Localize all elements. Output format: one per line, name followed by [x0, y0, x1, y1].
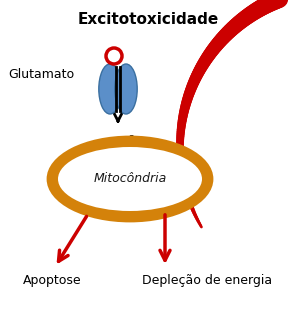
Text: Glutamato: Glutamato	[8, 67, 74, 80]
Text: Apoptose: Apoptose	[23, 274, 81, 287]
Text: Mitocôndria: Mitocôndria	[93, 173, 167, 186]
Text: Depleção de energia: Depleção de energia	[142, 274, 272, 287]
Ellipse shape	[115, 64, 137, 114]
Ellipse shape	[58, 147, 202, 211]
Text: Ca: Ca	[110, 137, 126, 150]
Ellipse shape	[48, 137, 212, 221]
Text: 2+: 2+	[128, 135, 142, 145]
Ellipse shape	[99, 64, 121, 114]
Text: Excitotoxicidade: Excitotoxicidade	[77, 12, 219, 27]
